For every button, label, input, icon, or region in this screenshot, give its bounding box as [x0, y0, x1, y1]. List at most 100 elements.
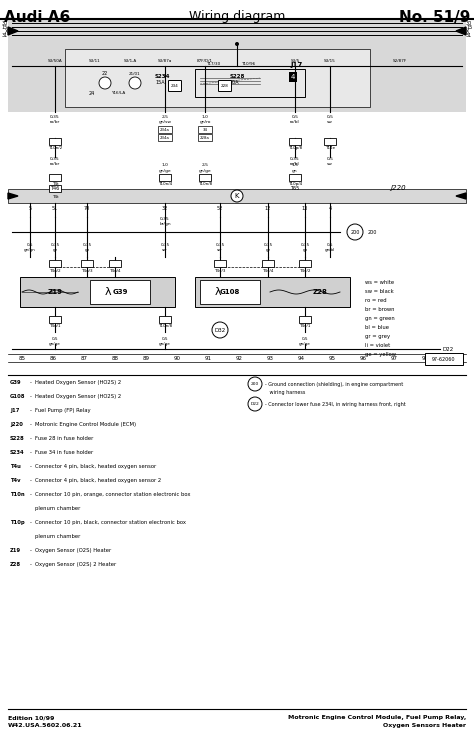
Text: T4v/1: T4v/1 — [299, 324, 310, 328]
Text: T4t: T4t — [52, 182, 58, 186]
Text: T46: T46 — [50, 186, 60, 190]
Text: gn/ge: gn/ge — [199, 169, 211, 173]
Text: 97-62060: 97-62060 — [432, 357, 456, 362]
Text: sw: sw — [327, 120, 333, 124]
Text: 85: 85 — [18, 355, 26, 360]
Bar — [324, 138, 336, 144]
Text: ro/bl: ro/bl — [290, 120, 300, 124]
Text: 51: 51 — [52, 206, 58, 211]
Text: Audi A6: Audi A6 — [4, 10, 70, 25]
Text: 4: 4 — [291, 74, 295, 80]
Circle shape — [248, 377, 262, 391]
Text: T10p/4: T10p/4 — [288, 182, 302, 186]
Text: gn/ro: gn/ro — [199, 120, 210, 124]
Text: 5: 5 — [28, 206, 32, 211]
Text: 13: 13 — [302, 206, 308, 211]
Polygon shape — [8, 193, 18, 199]
FancyBboxPatch shape — [168, 80, 182, 91]
Text: T10/96: T10/96 — [241, 62, 255, 66]
Bar — [289, 173, 301, 181]
Text: S3/11: S3/11 — [89, 59, 101, 63]
Text: 228: 228 — [221, 84, 229, 88]
Text: T10n/8: T10n/8 — [198, 182, 212, 186]
Text: 94: 94 — [298, 355, 304, 360]
Text: 0,5: 0,5 — [292, 115, 299, 119]
Text: Motronic Engine Control Module, Fuel Pump Relay,: Motronic Engine Control Module, Fuel Pum… — [288, 715, 466, 720]
Text: 1,5: 1,5 — [292, 163, 299, 167]
Bar — [81, 259, 93, 267]
Text: 21/01: 21/01 — [129, 72, 141, 76]
Text: 90: 90 — [173, 355, 181, 360]
Text: 234a: 234a — [160, 136, 170, 139]
Circle shape — [347, 224, 363, 240]
Text: G39: G39 — [10, 380, 22, 385]
Text: T4u/4: T4u/4 — [109, 269, 121, 273]
Bar — [159, 315, 171, 323]
Text: S234: S234 — [155, 74, 171, 79]
Text: -: - — [30, 394, 32, 399]
Text: 92: 92 — [236, 355, 243, 360]
Text: T10n/8: T10n/8 — [158, 324, 172, 328]
Text: ro/br: ro/br — [50, 120, 60, 124]
FancyBboxPatch shape — [219, 80, 231, 91]
Text: gn/ge: gn/ge — [299, 342, 311, 346]
Bar — [299, 315, 311, 323]
Text: 89: 89 — [143, 355, 149, 360]
Text: J220: J220 — [390, 185, 406, 191]
Bar — [49, 173, 61, 181]
Text: T10n: T10n — [10, 492, 25, 497]
Text: D22: D22 — [251, 402, 259, 406]
Text: S228: S228 — [230, 74, 246, 79]
Text: - Connector lower fuse 234l, in wiring harness front, right: - Connector lower fuse 234l, in wiring h… — [265, 402, 406, 407]
Text: Wiring diagram: Wiring diagram — [189, 10, 285, 23]
Circle shape — [248, 397, 262, 411]
Text: 96: 96 — [359, 355, 366, 360]
Text: gn: gn — [292, 169, 298, 173]
Text: 0,35: 0,35 — [160, 243, 170, 247]
Text: ws = white: ws = white — [365, 279, 394, 284]
Text: X: X — [5, 29, 8, 33]
Text: -: - — [30, 380, 32, 385]
Text: gn: gn — [302, 248, 308, 252]
Text: 52: 52 — [217, 206, 223, 211]
Text: T4u/1: T4u/1 — [49, 324, 61, 328]
Text: gr = grey: gr = grey — [365, 334, 390, 338]
Text: -: - — [30, 464, 32, 469]
Text: T4u/2: T4u/2 — [49, 269, 61, 273]
Text: -: - — [30, 478, 32, 483]
Text: Z28: Z28 — [10, 562, 21, 567]
Text: sw: sw — [217, 248, 223, 252]
Text: sw: sw — [162, 248, 168, 252]
Text: T65: T65 — [291, 186, 300, 190]
Text: 97: 97 — [391, 355, 398, 360]
Text: 0,5: 0,5 — [327, 157, 334, 161]
Text: ge: ge — [53, 248, 57, 252]
Text: 200: 200 — [368, 229, 377, 234]
Bar — [158, 126, 172, 133]
Text: 0,35: 0,35 — [50, 243, 60, 247]
Text: -: - — [30, 450, 32, 455]
Text: G108: G108 — [220, 289, 240, 295]
Polygon shape — [456, 193, 466, 199]
Text: 32: 32 — [162, 206, 168, 211]
Bar — [198, 134, 212, 141]
Bar — [8, 44, 466, 112]
Text: 0,35: 0,35 — [290, 157, 300, 161]
Text: 30: 30 — [2, 21, 8, 26]
Polygon shape — [456, 27, 466, 35]
Text: 0,35: 0,35 — [216, 243, 225, 247]
Bar — [8, 20, 466, 44]
Text: 34: 34 — [202, 128, 208, 131]
Text: 24: 24 — [89, 91, 95, 96]
Bar — [49, 138, 61, 144]
Text: ro/br: ro/br — [50, 162, 60, 166]
Text: G39: G39 — [112, 289, 128, 295]
Text: S3/5: S3/5 — [291, 59, 300, 63]
Text: Fuse 34 in fuse holder: Fuse 34 in fuse holder — [35, 450, 93, 455]
Text: 200: 200 — [251, 382, 259, 386]
Bar — [49, 184, 61, 192]
Polygon shape — [8, 27, 18, 35]
Text: 22: 22 — [102, 71, 108, 76]
Text: 15: 15 — [2, 24, 8, 29]
Text: 0,5: 0,5 — [327, 243, 333, 247]
